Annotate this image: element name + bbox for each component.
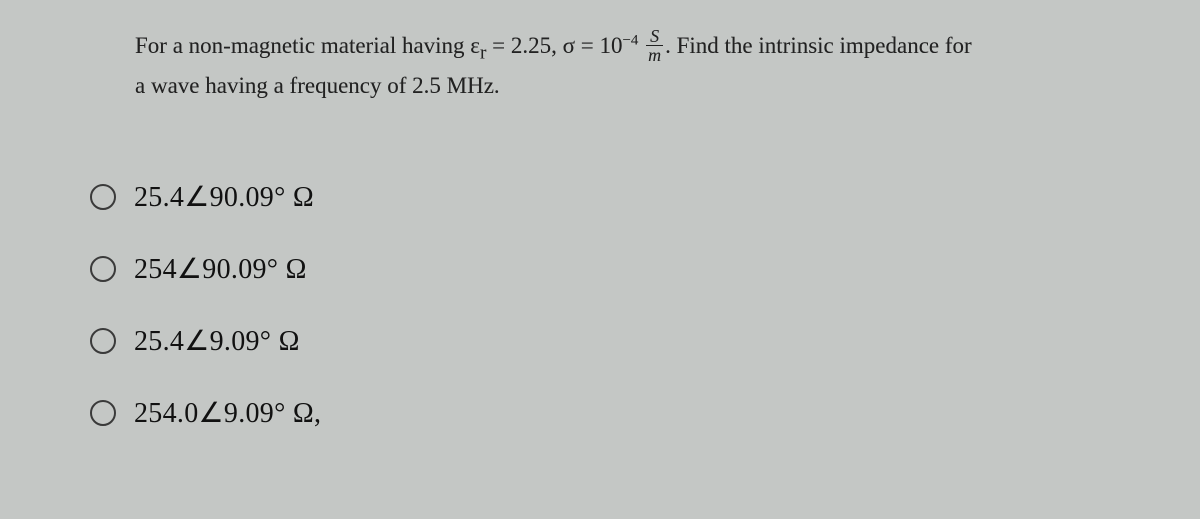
q-suffix: . Find the intrinsic impedance for <box>665 33 972 58</box>
radio-icon[interactable] <box>90 184 116 210</box>
question-text: For a non-magnetic material having εr = … <box>135 28 1095 104</box>
option-a[interactable]: 25.4∠90.09° Ω <box>90 180 321 214</box>
options-list: 25.4∠90.09° Ω 254∠90.09° Ω 25.4∠9.09° Ω … <box>90 180 321 468</box>
option-label: 254∠90.09° Ω <box>134 252 307 286</box>
q-frac-num: S <box>646 27 663 46</box>
question-line-2: a wave having a frequency of 2.5 MHz. <box>135 68 1095 104</box>
quiz-page: For a non-magnetic material having εr = … <box>0 0 1200 519</box>
option-c[interactable]: 25.4∠9.09° Ω <box>90 324 321 358</box>
option-label: 254.0∠9.09° Ω, <box>134 396 321 430</box>
option-label: 25.4∠9.09° Ω <box>134 324 300 358</box>
option-d[interactable]: 254.0∠9.09° Ω, <box>90 396 321 430</box>
q-eq: = 2.25, σ = 10 <box>486 33 622 58</box>
option-b[interactable]: 254∠90.09° Ω <box>90 252 321 286</box>
q-frac-den: m <box>646 46 663 64</box>
q-exp: −4 <box>622 32 638 48</box>
q-fraction: S m <box>646 27 663 64</box>
question-line-1: For a non-magnetic material having εr = … <box>135 28 1095 68</box>
option-label: 25.4∠90.09° Ω <box>134 180 314 214</box>
radio-icon[interactable] <box>90 256 116 282</box>
radio-icon[interactable] <box>90 328 116 354</box>
radio-icon[interactable] <box>90 400 116 426</box>
q-text: For a non-magnetic material having ε <box>135 33 480 58</box>
